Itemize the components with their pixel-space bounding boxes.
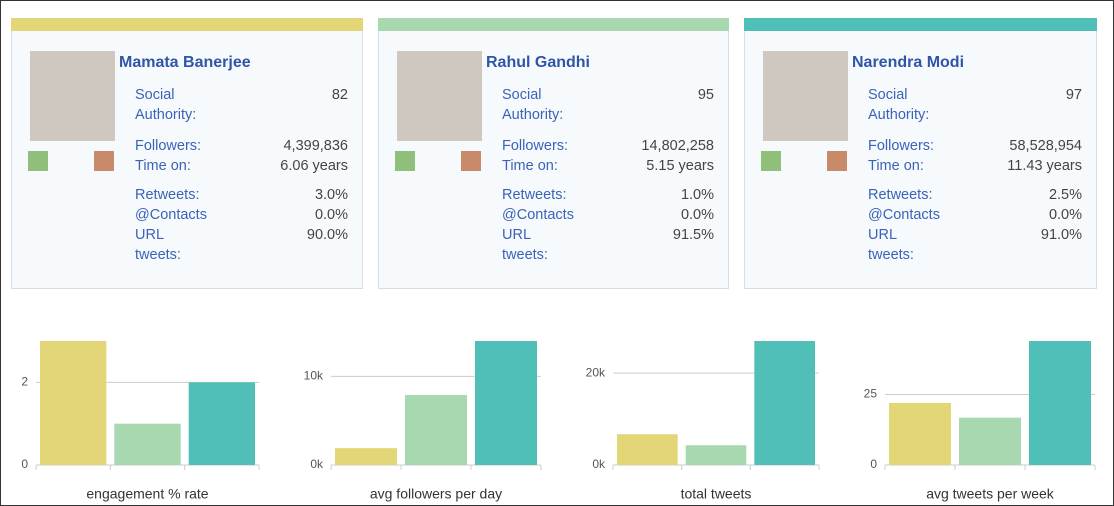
x-axis-label: engagement % rate [86,486,208,502]
y-tick-label: 2 [21,375,28,389]
stat-value: 91.0% [1041,225,1082,245]
stat-value: 4,399,836 [283,136,348,156]
bar [889,403,951,465]
stat-value: 1.0% [681,185,714,205]
compare-icon [94,151,114,171]
profile-card: Mamata Banerjee Social Authority: 82 Follow… [11,18,363,289]
stat-value: 5.15 years [646,156,714,176]
stat-value: 97 [1066,85,1082,105]
stat-label: URL tweets: [135,225,211,265]
stat-label: Time on: [868,156,944,176]
stat-value: 91.5% [673,225,714,245]
stat-label: Social Authority: [868,85,944,125]
card-strip [378,18,729,31]
y-tick-label: 20k [586,365,606,379]
x-axis-label: avg tweets per week [926,486,1055,502]
profile-name: Narendra Modi [852,54,964,72]
stat-label: URL tweets: [868,225,944,265]
bar [405,395,467,465]
compare-icon [827,151,847,171]
bar [959,418,1021,465]
stat-label: @Contacts [868,205,944,225]
stat-label: Followers: [868,136,944,156]
x-axis-label: total tweets [681,486,752,502]
y-tick-label: 0 [870,457,877,471]
bar [40,341,106,465]
dashboard: 0 2 engagement % rate 0k 10k avg followers pe… [0,0,1114,506]
stat-value: 0.0% [681,205,714,225]
stat-value: 58,528,954 [1009,136,1082,156]
stat-value: 95 [698,85,714,105]
stat-label: Followers: [135,136,211,156]
card-strip [744,18,1097,31]
card-strip [11,18,363,31]
profile-card: Rahul Gandhi Social Authority: 95 Followers… [378,18,729,289]
y-tick-label: 0 [21,457,28,471]
bar [189,382,255,465]
bar [114,424,180,465]
y-tick-label: 25 [864,387,878,401]
y-tick-label: 0k [310,457,324,471]
compare-icon [761,151,781,171]
stat-label: @Contacts [135,205,211,225]
stat-label: URL tweets: [502,225,578,265]
stat-label: Social Authority: [135,85,211,125]
stat-value: 6.06 years [280,156,348,176]
stat-value: 2.5% [1049,185,1082,205]
bar [686,445,747,465]
stat-label: Social Authority: [502,85,578,125]
stat-value: 82 [332,85,348,105]
stat-value: 14,802,258 [641,136,714,156]
profile-name: Mamata Banerjee [119,54,251,72]
profile-name: Rahul Gandhi [486,54,590,72]
profile-photo [30,51,115,141]
stat-label: Time on: [135,156,211,176]
stat-value: 0.0% [315,205,348,225]
stat-label: Retweets: [135,185,211,205]
profile-photo [397,51,482,141]
compare-icon [395,151,415,171]
stat-value: 3.0% [315,185,348,205]
stat-label: Retweets: [502,185,578,205]
y-tick-label: 10k [304,369,324,383]
bar [754,341,815,465]
stat-value: 0.0% [1049,205,1082,225]
stat-label: Followers: [502,136,578,156]
compare-icon [28,151,48,171]
stat-value: 90.0% [307,225,348,245]
bar [617,434,678,465]
stat-label: @Contacts [502,205,578,225]
bar [475,341,537,465]
x-axis-label: avg followers per day [370,486,502,502]
y-tick-label: 0k [592,457,606,471]
stat-label: Retweets: [868,185,944,205]
stat-label: Time on: [502,156,578,176]
bar [1029,341,1091,465]
profile-photo [763,51,848,141]
profile-card: Narendra Modi Social Authority: 97 Follower… [744,18,1097,289]
bar [335,448,397,465]
stat-value: 11.43 years [1007,156,1082,176]
compare-icon [461,151,481,171]
